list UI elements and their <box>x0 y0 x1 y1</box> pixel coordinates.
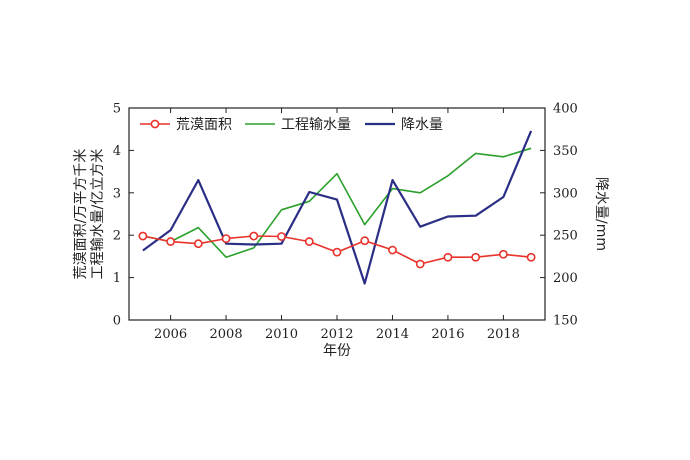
plot-area: 2006 2008 2010 2012 2014 2016 2018 0 1 2 3 4 5 150 200… <box>113 102 578 343</box>
x-tick-label: 2010 <box>265 327 298 342</box>
legend-label: 工程输水量 <box>281 117 351 133</box>
data-point <box>388 245 397 255</box>
data-point <box>166 237 175 246</box>
data-point <box>221 234 231 243</box>
legend-marker <box>150 119 160 129</box>
plot-frame <box>128 107 546 321</box>
data-point <box>193 239 203 249</box>
y-left-tick-label: 4 <box>113 144 121 159</box>
data-point <box>249 231 259 241</box>
data-point <box>471 252 481 262</box>
x-tick-label: 2006 <box>154 327 187 342</box>
series-layer <box>138 130 536 285</box>
data-point <box>443 252 453 262</box>
data-point <box>498 249 508 259</box>
legend-item: 荒漠面积 <box>140 117 232 133</box>
series-line <box>142 130 533 285</box>
legend-label: 荒漠面积 <box>176 117 232 133</box>
x-axis-title: 年份 <box>323 343 351 359</box>
y-left-tick-label: 0 <box>113 314 121 329</box>
y-axis-right-title: 降水量/mm <box>593 177 609 251</box>
data-point <box>138 231 148 241</box>
y-right-tick-label: 350 <box>553 144 578 159</box>
y-left-tick-label: 3 <box>113 186 121 201</box>
y-right-tick-label: 150 <box>553 314 578 329</box>
x-tick-label: 2018 <box>487 327 520 342</box>
y-right-tick-label: 300 <box>553 186 578 201</box>
y-left-tick-label: 1 <box>113 271 121 286</box>
y-right-tick-label: 200 <box>553 271 578 286</box>
legend: 荒漠面积 工程输水量 降水量 <box>140 117 443 133</box>
data-point <box>332 247 342 257</box>
legend-item: 降水量 <box>365 117 443 133</box>
axis-titles: 年份 荒漠面积/万平方千米 工程输水量/亿立方米 降水量/mm <box>73 149 609 359</box>
y-left-tick-label: 2 <box>113 229 121 244</box>
legend-item: 工程输水量 <box>245 117 351 133</box>
data-point <box>304 237 314 246</box>
x-tick-label: 2012 <box>320 327 353 342</box>
series-water-transfer <box>142 147 532 259</box>
data-point <box>526 252 536 262</box>
data-point <box>277 232 286 241</box>
data-point <box>360 236 370 246</box>
y-axis-left-title-line2: 工程输水量/亿立方米 <box>90 149 106 280</box>
x-tick-label: 2014 <box>376 327 409 342</box>
series-desert-area <box>138 231 536 269</box>
x-tick-label: 2008 <box>210 327 243 342</box>
y-axis-left-title-line1: 荒漠面积/万平方千米 <box>73 149 89 280</box>
series-line <box>142 147 532 259</box>
y-right-tick-label: 400 <box>553 102 578 117</box>
x-tick-label: 2016 <box>431 327 464 342</box>
y-left-tick-label: 5 <box>113 102 121 117</box>
series-precipitation <box>142 130 533 285</box>
y-right-tick-label: 250 <box>553 229 578 244</box>
legend-label: 降水量 <box>401 117 443 133</box>
data-point <box>415 259 425 269</box>
